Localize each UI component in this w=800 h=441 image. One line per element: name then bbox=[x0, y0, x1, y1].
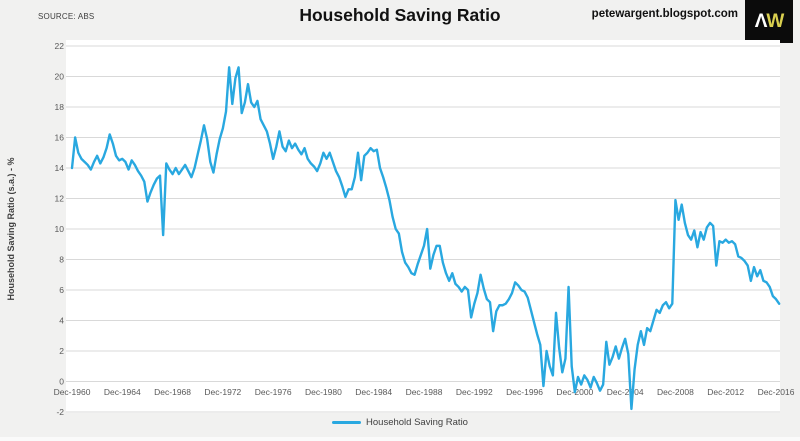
series-line bbox=[70, 66, 781, 411]
logo-letter-a: Λ bbox=[754, 10, 768, 32]
x-tick-label: Dec-1972 bbox=[204, 387, 241, 397]
y-tick-label: 16 bbox=[55, 133, 65, 143]
page-title: Household Saving Ratio bbox=[299, 5, 501, 25]
y-axis-title: Household Saving Ratio (s.a.) - % bbox=[6, 157, 16, 300]
y-tick-label: 0 bbox=[59, 377, 64, 387]
x-tick-label: Dec-1980 bbox=[305, 387, 342, 397]
x-tick-label: Dec-1968 bbox=[154, 387, 191, 397]
site-label: petewargent.blogspot.com bbox=[591, 8, 738, 20]
chart-legend: Household Saving Ratio bbox=[0, 417, 800, 428]
y-tick-label: 20 bbox=[55, 72, 65, 82]
y-tick-label: 12 bbox=[55, 194, 65, 204]
legend-line-swatch bbox=[332, 421, 362, 424]
x-tick-label: Dec-1988 bbox=[406, 387, 443, 397]
logo-letter-w: W bbox=[766, 10, 784, 32]
legend-label: Household Saving Ratio bbox=[366, 417, 468, 428]
x-tick-label: Dec-2016 bbox=[758, 387, 795, 397]
brand-logo: Λ W bbox=[745, 0, 793, 43]
x-tick-label: Dec-1960 bbox=[54, 387, 91, 397]
y-tick-label: 4 bbox=[59, 316, 64, 326]
x-tick-label: Dec-2008 bbox=[657, 387, 694, 397]
x-tick-label: Dec-2012 bbox=[707, 387, 744, 397]
x-tick-label: Dec-2004 bbox=[607, 387, 644, 397]
source-note: SOURCE: ABS bbox=[38, 12, 95, 21]
y-tick-label: 18 bbox=[55, 102, 65, 112]
y-tick-label: 14 bbox=[55, 163, 65, 173]
x-tick-label: Dec-1976 bbox=[255, 387, 292, 397]
y-tick-label: 2 bbox=[59, 346, 64, 356]
plot-area bbox=[66, 40, 780, 413]
x-tick-label: Dec-1992 bbox=[456, 387, 493, 397]
x-tick-label: Dec-1996 bbox=[506, 387, 543, 397]
x-tick-label: Dec-1984 bbox=[355, 387, 392, 397]
y-tick-label: 22 bbox=[55, 41, 65, 51]
y-tick-label: 8 bbox=[59, 255, 64, 265]
y-tick-label: 6 bbox=[59, 285, 64, 295]
x-tick-label: Dec-1964 bbox=[104, 387, 141, 397]
bottom-strip bbox=[0, 437, 800, 441]
y-tick-label: -2 bbox=[56, 407, 64, 417]
y-tick-label: 10 bbox=[55, 224, 65, 234]
